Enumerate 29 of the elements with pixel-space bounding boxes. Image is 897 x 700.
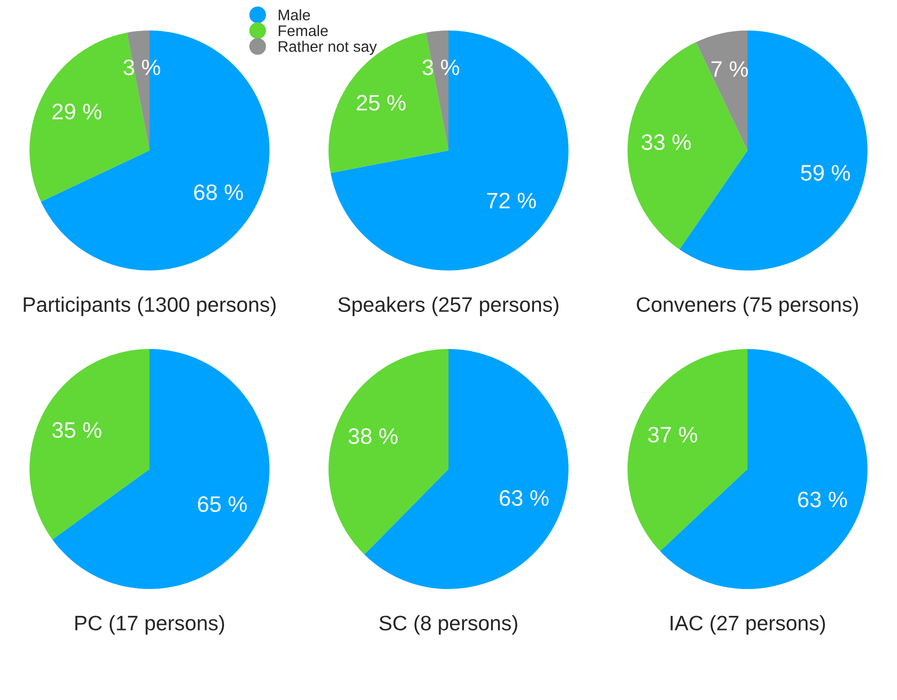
text: Participants (1300 persons): [24, 296, 276, 316]
text: SC (8 persons): [379, 615, 518, 635]
legend-label: Rather not say: [278, 40, 377, 55]
data-label: 59 %: [800, 164, 850, 181]
pie-slice: [30, 349, 150, 540]
text: Conveners (75 persons): [636, 296, 858, 316]
data-label: 33 %: [642, 134, 691, 150]
data-label: 65 %: [198, 496, 247, 512]
data-label: 63 %: [500, 490, 549, 506]
legend-label: Female: [278, 24, 328, 36]
text: Speakers (257 persons): [338, 296, 558, 316]
pie-slice: [40, 30, 270, 270]
text: PC (17 persons): [75, 615, 224, 635]
data-label: 37 %: [648, 426, 698, 443]
pie-slice: [52, 349, 270, 589]
pie-slice: [628, 349, 748, 552]
data-label: 38 %: [348, 428, 398, 444]
data-label: 63 %: [798, 492, 847, 508]
pie-slice: [330, 30, 568, 270]
data-label: 25 %: [356, 94, 406, 111]
data-label: 35 %: [52, 422, 102, 438]
data-label: 29 %: [52, 104, 102, 120]
pie-slice: [628, 42, 748, 250]
pie-slice: [696, 30, 748, 150]
text: IAC (27 persons): [670, 615, 825, 635]
legend-label: Male: [278, 9, 310, 20]
data-label: 72 %: [487, 192, 536, 208]
data-label: 68 %: [194, 184, 243, 200]
pie-slice: [328, 349, 448, 555]
